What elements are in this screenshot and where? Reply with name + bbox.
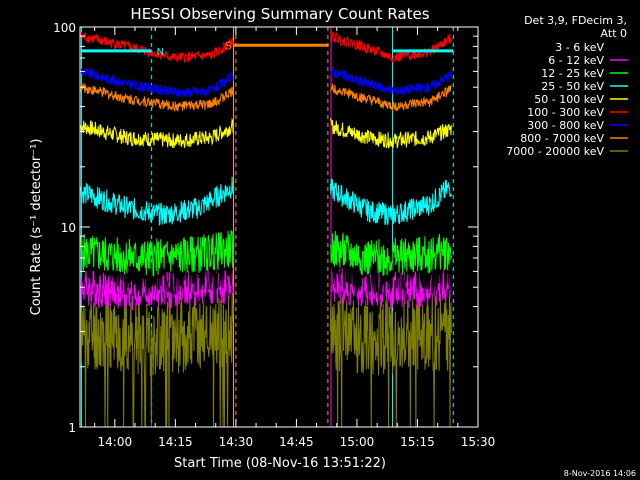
legend-label-0: 3 - 6 keV [555, 41, 604, 54]
y-tick-label-1: 10 [61, 221, 76, 235]
series-6-segment1 [80, 67, 234, 98]
legend-label-7: 800 - 7000 keV [520, 132, 604, 145]
series-3-segment1 [80, 176, 234, 226]
legend-label-6: 300 - 800 keV [527, 119, 604, 132]
series-3-segment2 [329, 178, 452, 226]
x-tick-label-3: 14:45 [279, 435, 314, 449]
series-2-segment2 [329, 231, 452, 276]
x-tick-label-6: 15:30 [461, 435, 496, 449]
series-7-segment1 [80, 82, 234, 112]
y-axis-label: Count Rate (s⁻¹ detector⁻¹) [29, 139, 44, 316]
legend-label-8: 7000 - 20000 keV [506, 145, 604, 158]
x-tick-label-1: 14:15 [158, 435, 193, 449]
series-0-segment1 [109, 242, 234, 298]
legend-label-5: 100 - 300 keV [527, 106, 604, 119]
x-tick-label-0: 14:00 [98, 435, 133, 449]
legend-label-1: 6 - 12 keV [548, 54, 604, 67]
series-2-segment1 [80, 230, 234, 277]
legend-label-2: 12 - 25 keV [541, 67, 604, 80]
legend-header-2: Att 0 [601, 27, 627, 40]
x-axis-label: Start Time (08-Nov-16 13:51:22) [174, 456, 386, 471]
series-5-segment1 [80, 31, 234, 64]
x-tick-label-5: 15:15 [400, 435, 435, 449]
series-6-segment2 [329, 66, 452, 97]
legend-header: Det 3,9, FDecim 3, [524, 14, 627, 27]
series-7-segment2 [329, 83, 452, 112]
y-tick-label-0: 1 [68, 421, 76, 435]
series-4-segment2 [329, 118, 452, 149]
chart-title: HESSI Observing Summary Count Rates [130, 5, 429, 23]
data-layer: SN [80, 27, 454, 428]
y-tick-label-2: 100 [53, 21, 76, 35]
legend-label-3: 25 - 50 keV [541, 80, 604, 93]
x-tick-label-2: 14:30 [219, 435, 254, 449]
axes-layer: 14:00 14:15 14:30 14:45 15:00 15:15 15:30 1 10 10… [53, 21, 495, 449]
series-4-segment1 [80, 117, 234, 149]
series-1-segment2 [329, 267, 452, 310]
gap-label: S [225, 39, 232, 52]
footer-timestamp: 8-Nov-2016 14:06 [564, 469, 636, 478]
legend-label-4: 50 - 100 keV [534, 93, 604, 106]
series-8-segment2 [329, 294, 452, 428]
night-label: N [157, 47, 164, 58]
x-tick-label-4: 15:00 [340, 435, 375, 449]
series-8-segment1 [80, 292, 234, 428]
